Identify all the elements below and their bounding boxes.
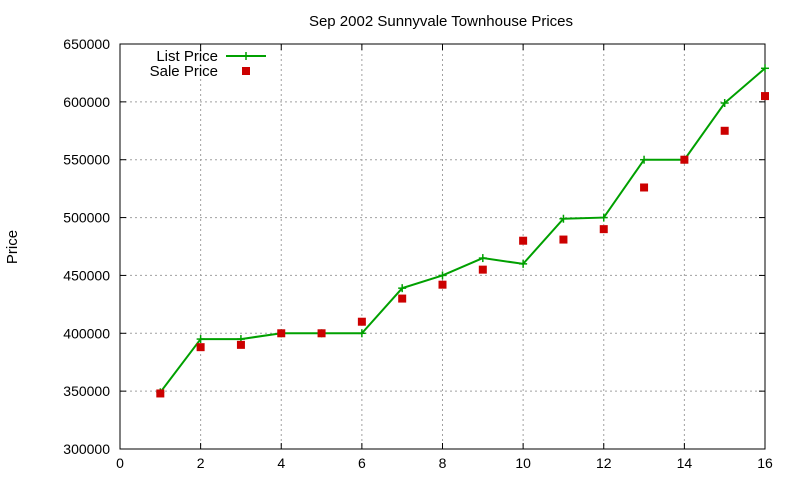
legend-marker <box>242 52 250 60</box>
x-tick-label: 0 <box>116 455 124 471</box>
list-price-point <box>720 99 729 108</box>
x-tick-label: 8 <box>439 455 447 471</box>
tick-labels: 0 2 4 6 8 10 12 14 16 300000 350000 400000 450000 500… <box>63 36 773 471</box>
sale-price-point <box>640 183 649 192</box>
y-tick-label: 300000 <box>63 441 110 457</box>
sale-price-point <box>478 265 487 274</box>
list-price-point <box>519 259 528 268</box>
series-sale-price <box>156 92 769 398</box>
list-price-point <box>438 271 447 280</box>
y-axis-title: Price <box>4 230 21 264</box>
y-tick-label: 450000 <box>63 267 110 283</box>
series <box>156 64 769 398</box>
sale-price-point <box>398 294 407 303</box>
x-tick-label: 14 <box>677 455 693 471</box>
x-tick-label: 6 <box>358 455 366 471</box>
list-price-point <box>761 64 769 73</box>
sale-price-point <box>761 92 769 101</box>
sale-price-point <box>599 225 608 234</box>
legend-swatch-sale-price <box>242 67 250 75</box>
y-tick-label: 400000 <box>63 325 110 341</box>
legend-swatch-list-price <box>226 52 266 60</box>
list-price-line <box>159 67 766 393</box>
sale-price-point <box>277 329 286 338</box>
y-tick-label: 550000 <box>63 152 110 168</box>
x-tick-label: 16 <box>757 455 773 471</box>
sale-price-point <box>720 126 729 135</box>
sale-price-point <box>438 280 447 289</box>
x-tick-label: 2 <box>197 455 205 471</box>
sale-price-point <box>559 235 568 244</box>
axis-ticks <box>119 43 766 450</box>
list-price-point <box>357 329 366 338</box>
list-price-point <box>398 284 407 293</box>
sale-price-point <box>680 155 689 164</box>
sale-price-point <box>236 340 245 349</box>
list-price-point <box>559 214 568 223</box>
chart-title: Sep 2002 Sunnyvale Townhouse Prices <box>309 13 573 30</box>
sale-price-point <box>317 329 326 338</box>
y-tick-label: 350000 <box>63 383 110 399</box>
list-price-point <box>196 335 205 344</box>
sale-price-point <box>196 343 205 352</box>
legend-label: Sale Price <box>150 63 218 80</box>
y-tick-label: 650000 <box>63 36 110 52</box>
list-price-point <box>640 155 649 164</box>
list-price-point <box>478 254 487 263</box>
x-tick-label: 4 <box>277 455 285 471</box>
sale-price-point <box>357 317 366 326</box>
sale-price-point <box>519 236 528 245</box>
list-price-point <box>599 213 608 222</box>
y-tick-label: 500000 <box>63 210 110 226</box>
x-tick-label: 12 <box>596 455 612 471</box>
x-tick-label: 10 <box>515 455 531 471</box>
y-tick-label: 600000 <box>63 94 110 110</box>
legend-label: List Price <box>156 48 218 65</box>
sale-price-point <box>156 389 165 398</box>
